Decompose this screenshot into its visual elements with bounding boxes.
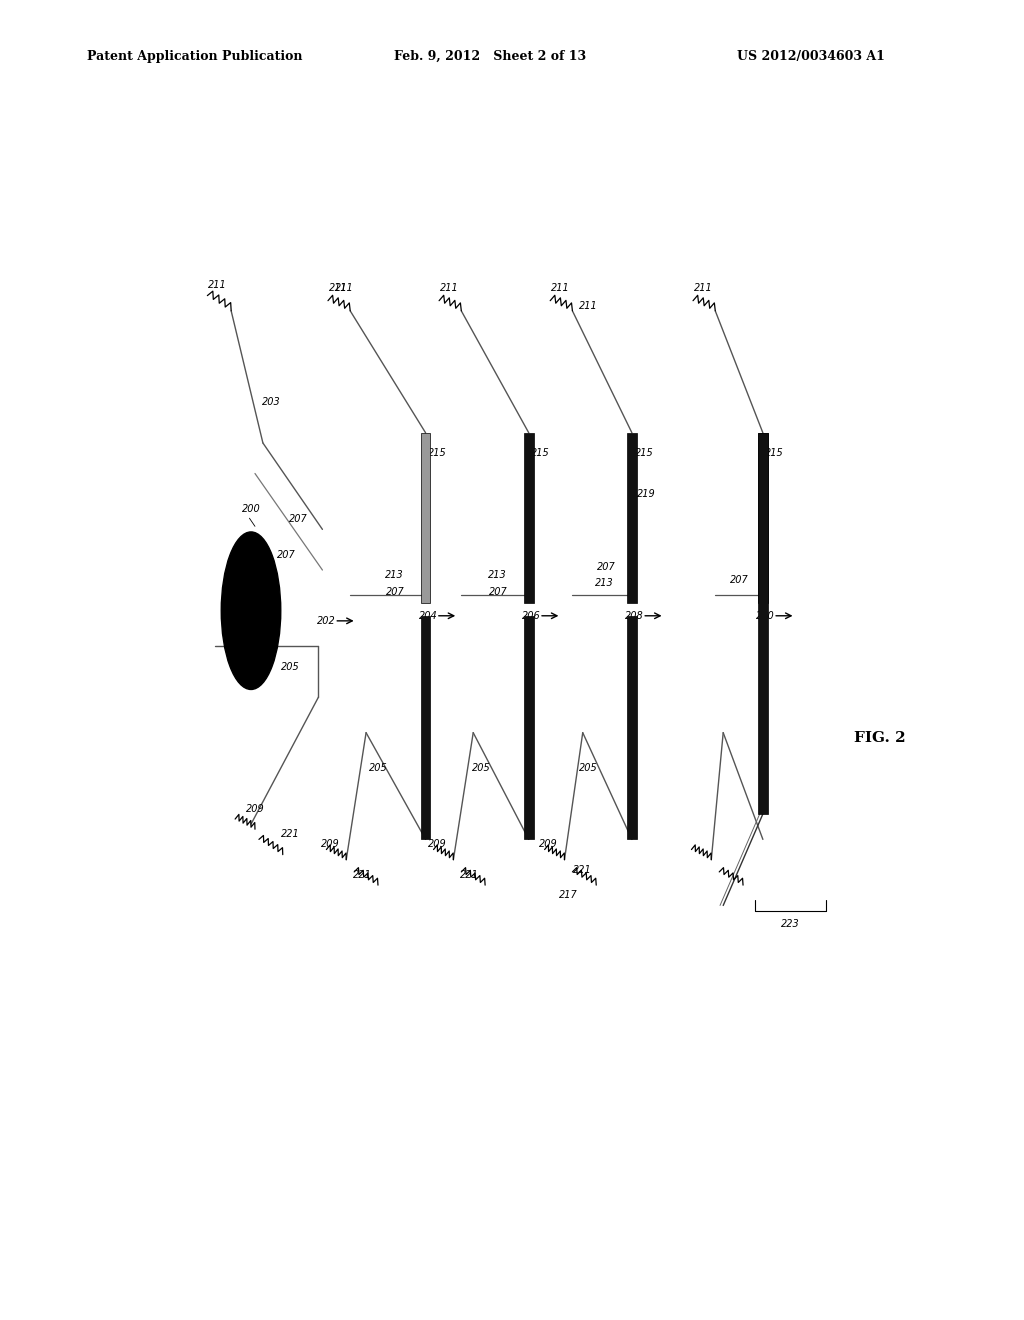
Text: 215: 215 — [765, 449, 784, 458]
Text: 206: 206 — [522, 611, 541, 620]
Bar — [758, 433, 768, 602]
Text: 202: 202 — [317, 616, 336, 626]
Bar — [758, 433, 768, 814]
Text: 208: 208 — [625, 611, 644, 620]
Text: 205: 205 — [282, 661, 300, 672]
Text: 205: 205 — [579, 763, 598, 774]
Text: 211: 211 — [440, 284, 459, 293]
Text: 213: 213 — [487, 570, 507, 579]
Text: 201: 201 — [242, 614, 260, 624]
Bar — [524, 615, 534, 840]
Text: 211: 211 — [335, 284, 353, 293]
Text: FIG. 2: FIG. 2 — [854, 731, 906, 744]
Text: 213: 213 — [384, 570, 403, 579]
Text: 213: 213 — [595, 578, 613, 589]
Text: 207: 207 — [730, 576, 749, 585]
Text: Sample: Sample — [228, 624, 274, 634]
Text: 207: 207 — [289, 515, 308, 524]
Text: 211: 211 — [551, 284, 570, 293]
Text: 221: 221 — [572, 865, 591, 875]
Text: 210: 210 — [756, 611, 774, 620]
Bar — [627, 615, 637, 840]
Text: 221: 221 — [460, 870, 478, 880]
Text: 221: 221 — [282, 829, 300, 840]
Text: Patent Application Publication: Patent Application Publication — [87, 50, 302, 63]
Text: 200: 200 — [242, 504, 260, 513]
Text: 211: 211 — [329, 284, 348, 293]
Text: 221: 221 — [352, 870, 372, 880]
Ellipse shape — [221, 532, 281, 689]
Text: 215: 215 — [635, 449, 653, 458]
Text: 217: 217 — [559, 890, 578, 900]
Text: 223: 223 — [781, 919, 800, 929]
Text: 209: 209 — [540, 840, 558, 850]
Text: 205: 205 — [472, 763, 490, 774]
Text: 204: 204 — [419, 611, 437, 620]
Bar — [421, 615, 430, 840]
Text: Genetic: Genetic — [227, 587, 274, 598]
Text: 203: 203 — [261, 397, 281, 408]
Text: 211: 211 — [694, 284, 713, 293]
Text: 209: 209 — [321, 840, 340, 850]
Bar — [627, 433, 637, 602]
Text: 209: 209 — [246, 804, 264, 814]
Text: 219: 219 — [637, 488, 655, 499]
Text: 215: 215 — [428, 449, 446, 458]
Text: 211: 211 — [579, 301, 598, 310]
Text: 209: 209 — [428, 840, 446, 850]
Text: 207: 207 — [278, 550, 296, 560]
Text: 207: 207 — [489, 587, 508, 598]
Bar — [524, 433, 534, 602]
Text: Feb. 9, 2012   Sheet 2 of 13: Feb. 9, 2012 Sheet 2 of 13 — [394, 50, 587, 63]
Bar — [421, 433, 430, 602]
Text: 207: 207 — [597, 562, 615, 572]
Text: 207: 207 — [386, 587, 404, 598]
Text: 205: 205 — [369, 763, 387, 774]
Text: 211: 211 — [208, 280, 226, 290]
Text: US 2012/0034603 A1: US 2012/0034603 A1 — [737, 50, 885, 63]
Text: 215: 215 — [531, 449, 550, 458]
